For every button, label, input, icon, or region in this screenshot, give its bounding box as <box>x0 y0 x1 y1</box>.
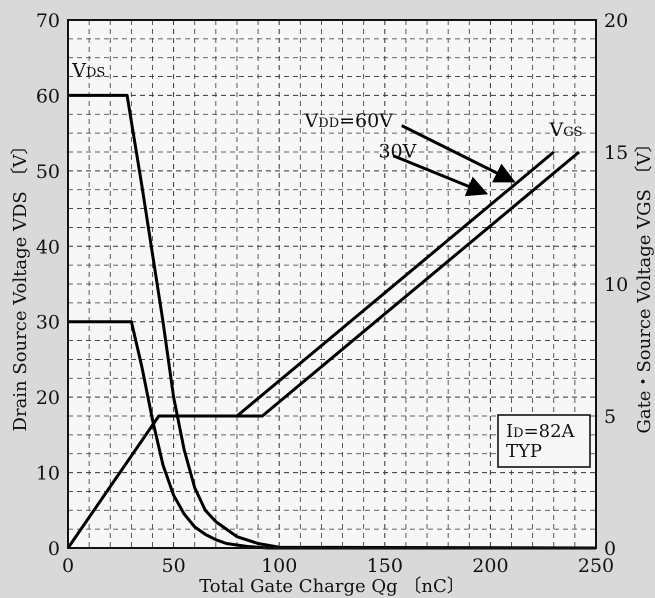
y-right-tick-label: 0 <box>604 538 616 560</box>
x-tick-label: 0 <box>62 555 74 577</box>
grid <box>68 20 596 548</box>
series-line-1 <box>68 93 597 550</box>
y-left-tick-label: 70 <box>36 10 60 32</box>
y-right-tick-label: 5 <box>604 406 616 428</box>
series-label: VDD=60V <box>304 110 394 132</box>
y-axis-right-title: Gate・Source Voltage VGS 〔V〕 <box>634 134 655 433</box>
plot-frame <box>67 19 597 549</box>
series-line-2 <box>68 320 596 550</box>
annotation-arrow <box>401 124 516 183</box>
x-tick-label: 200 <box>472 555 508 577</box>
y-left-tick-label: 30 <box>36 312 60 334</box>
x-tick-label: 50 <box>162 555 186 577</box>
y-left-tick-label: 60 <box>36 85 60 107</box>
y-left-tick-label: 10 <box>36 463 60 485</box>
condition-note-current: ID=82A <box>506 421 576 442</box>
series-label: 30V <box>378 140 416 162</box>
series-label: VGS <box>549 119 583 141</box>
series-label: VDS <box>71 60 105 82</box>
condition-note-typ: TYP <box>506 441 542 462</box>
y-right-tick-label: 10 <box>604 274 628 296</box>
series-line-4 <box>158 150 581 418</box>
y-axis-left-title: Drain Source Voltage VDS 〔V〕 <box>10 137 31 432</box>
y-left-tick-label: 0 <box>48 538 60 560</box>
y-right-tick-label: 20 <box>604 10 628 32</box>
x-tick-label: 150 <box>367 555 403 577</box>
x-tick-label: 250 <box>578 555 614 577</box>
x-axis-title: Total Gate Charge Qg 〔nC〕 <box>199 576 465 597</box>
y-right-tick-label: 15 <box>604 142 628 164</box>
x-tick-label: 100 <box>261 555 297 577</box>
y-left-tick-label: 50 <box>36 161 60 183</box>
annotation-arrow <box>392 154 489 197</box>
condition-note-box <box>497 414 591 468</box>
series-layer <box>66 93 597 550</box>
y-left-tick-label: 20 <box>36 387 60 409</box>
y-left-tick-label: 40 <box>36 236 60 258</box>
